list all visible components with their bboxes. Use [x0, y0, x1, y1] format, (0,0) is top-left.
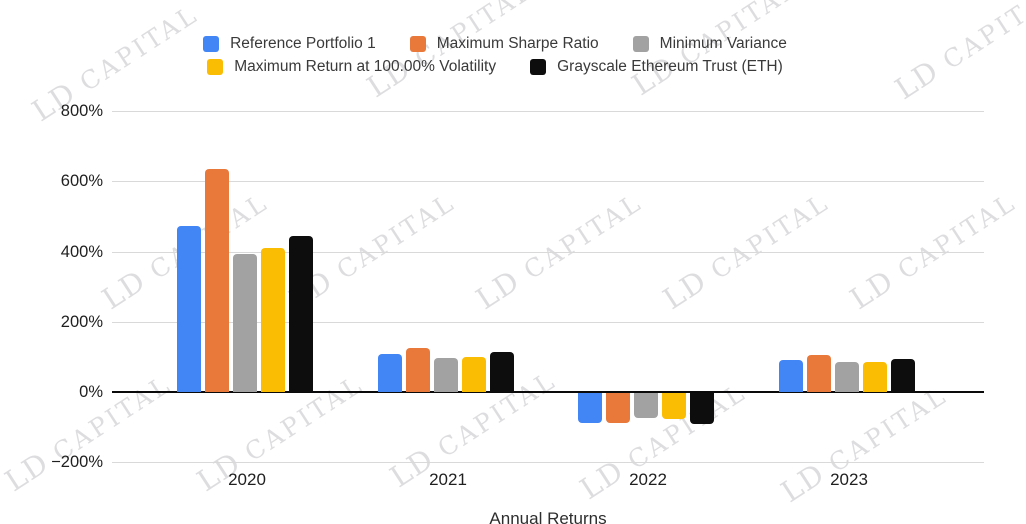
ld-capital-watermark: LD CAPITAL — [656, 187, 835, 317]
legend-color-swatch — [530, 59, 547, 75]
bar-2020-series-0 — [177, 226, 201, 392]
legend-color-swatch — [409, 36, 426, 52]
ld-capital-watermark: LD CAPITAL — [888, 0, 1026, 107]
ld-capital-watermark: LD CAPITAL — [774, 380, 953, 510]
legend-item: Minimum Variance — [632, 35, 787, 53]
bar-2021-series-2 — [434, 358, 458, 392]
x-axis-tick-label: 2023 — [830, 470, 868, 489]
x-axis-title: Annual Returns — [489, 509, 607, 524]
bar-2023-series-4 — [891, 359, 915, 392]
bar-2023-series-1 — [807, 355, 831, 392]
legend-label: Maximum Sharpe Ratio — [436, 35, 599, 53]
chart-legend-row-1: Reference Portfolio 1 Maximum Sharpe Rati… — [0, 36, 990, 52]
gridline — [112, 322, 984, 323]
bar-2023-series-3 — [863, 362, 887, 392]
bar-2023-series-0 — [779, 360, 803, 392]
bar-2020-series-1 — [205, 169, 229, 392]
ld-capital-watermark: LD CAPITAL — [360, 0, 539, 105]
legend-color-swatch — [203, 36, 220, 52]
y-axis-tick-label: 200% — [60, 313, 103, 331]
bar-2020-series-4 — [289, 236, 313, 392]
bar-2021-series-3 — [462, 357, 486, 392]
legend-label: Minimum Variance — [659, 35, 787, 53]
bar-2022-series-0 — [578, 393, 602, 423]
y-axis-tick-label: 0% — [79, 383, 103, 401]
x-axis-tick-label: 2022 — [629, 470, 667, 489]
y-axis-tick-label: 800% — [60, 102, 103, 120]
bar-2022-series-3 — [662, 393, 686, 419]
y-axis-tick-label: 600% — [60, 172, 103, 190]
bar-2021-series-1 — [406, 348, 430, 392]
y-axis-tick-label: −200% — [51, 453, 103, 471]
ld-capital-watermark: LD CAPITAL — [469, 187, 648, 317]
bar-2021-series-4 — [490, 352, 514, 392]
legend-item: Grayscale Ethereum Trust (ETH) — [530, 59, 783, 75]
gridline — [112, 252, 984, 253]
x-axis-tick-label: 2020 — [228, 470, 266, 489]
ld-capital-watermark: LD CAPITAL — [843, 187, 1022, 317]
bar-2022-series-1 — [606, 393, 630, 423]
legend-item: Maximum Sharpe Ratio — [409, 35, 599, 53]
bar-2022-series-4 — [690, 393, 714, 424]
legend-item: Reference Portfolio 1 — [203, 36, 376, 52]
gridline — [112, 111, 984, 112]
bar-2020-series-2 — [233, 254, 257, 392]
legend-color-swatch — [632, 36, 649, 52]
bar-2022-series-2 — [634, 393, 658, 418]
legend-label: Reference Portfolio 1 — [230, 35, 376, 53]
legend-label: Maximum Return at 100.00% Volatility — [234, 58, 497, 76]
legend-color-swatch — [207, 59, 224, 75]
bar-2020-series-3 — [261, 248, 285, 392]
gridline — [112, 181, 984, 182]
bar-2021-series-0 — [378, 354, 402, 392]
chart-legend-row-2: Maximum Return at 100.00% Volatility Gray… — [0, 59, 990, 75]
legend-item: Maximum Return at 100.00% Volatility — [207, 59, 496, 75]
legend-label: Grayscale Ethereum Trust (ETH) — [557, 58, 783, 76]
y-axis-tick-label: 400% — [60, 243, 103, 261]
x-axis-line — [112, 391, 984, 393]
x-axis-tick-label: 2021 — [429, 470, 467, 489]
gridline — [112, 462, 984, 463]
bar-2023-series-2 — [835, 362, 859, 392]
